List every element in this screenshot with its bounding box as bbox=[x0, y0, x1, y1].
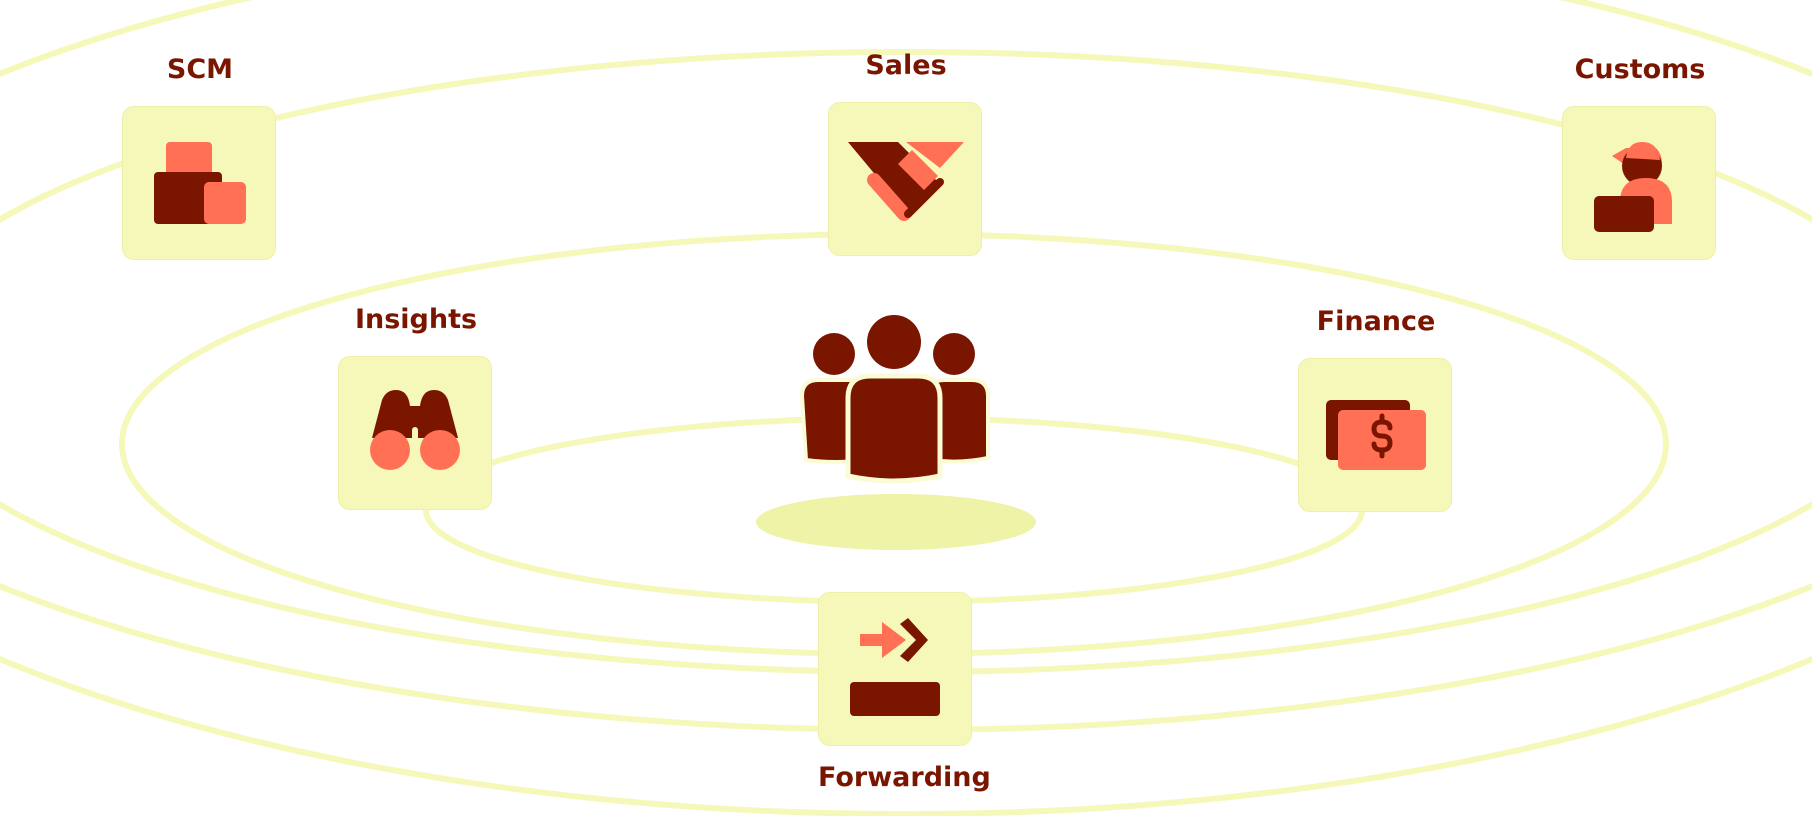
node-label-finance: Finance bbox=[1316, 306, 1436, 337]
boxes-icon bbox=[154, 142, 246, 224]
binoculars-icon bbox=[370, 390, 460, 470]
cash-icon bbox=[1326, 400, 1426, 470]
sales-tile[interactable] bbox=[828, 102, 982, 256]
node-customs[interactable]: Customs bbox=[1562, 54, 1718, 264]
team-icon bbox=[756, 315, 1036, 550]
scm-tile[interactable] bbox=[122, 106, 276, 260]
insights-tile[interactable] bbox=[338, 356, 492, 510]
node-forwarding[interactable]: Forwarding bbox=[818, 592, 991, 802]
node-finance[interactable]: Finance bbox=[1298, 306, 1454, 516]
node-label-forwarding: Forwarding bbox=[818, 762, 991, 793]
node-label-customs: Customs bbox=[1574, 54, 1706, 85]
handshake-icon bbox=[848, 142, 964, 221]
customs-officer-icon bbox=[1594, 142, 1672, 232]
node-sales[interactable]: Sales bbox=[828, 50, 984, 260]
node-label-insights: Insights bbox=[354, 304, 478, 335]
forwarding-tile[interactable] bbox=[818, 592, 972, 746]
node-scm[interactable]: SCM bbox=[122, 54, 278, 264]
node-insights[interactable]: Insights bbox=[338, 304, 494, 514]
forward-arrow-icon bbox=[850, 618, 940, 716]
finance-tile[interactable] bbox=[1298, 358, 1452, 512]
customs-tile[interactable] bbox=[1562, 106, 1716, 260]
node-label-sales: Sales bbox=[865, 50, 947, 81]
node-label-scm: SCM bbox=[166, 54, 234, 85]
team-hub bbox=[752, 300, 1042, 560]
